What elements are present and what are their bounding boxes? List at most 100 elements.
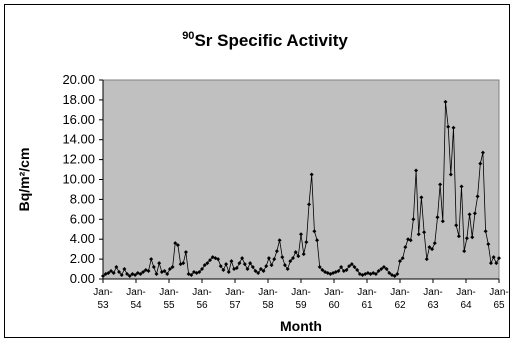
data-point — [109, 269, 114, 274]
data-point — [221, 268, 226, 273]
data-point — [376, 269, 381, 274]
x-axis-title: Month — [280, 318, 322, 334]
x-tick-label-top: Jan- — [225, 287, 244, 298]
data-point — [462, 249, 467, 254]
x-tick-label-top: Jan- — [456, 287, 475, 298]
data-point — [478, 161, 483, 166]
x-tick-label-top: Jan- — [258, 287, 277, 298]
data-point — [277, 238, 282, 243]
data-point — [486, 242, 491, 247]
data-point — [261, 269, 266, 274]
data-point — [467, 212, 472, 217]
x-tick-label-top: Jan- — [159, 287, 178, 298]
y-tick-label: 6.00 — [70, 211, 95, 226]
data-point — [266, 256, 271, 261]
data-point — [430, 247, 435, 252]
y-tick-label: 16.00 — [62, 112, 95, 127]
data-point — [320, 268, 325, 273]
data-point — [240, 256, 245, 261]
x-tick-label-bottom: 64 — [460, 300, 472, 311]
data-point — [451, 125, 456, 130]
data-point — [138, 272, 143, 277]
data-point — [411, 217, 416, 222]
y-tick-label: 12.00 — [62, 152, 95, 167]
data-point — [435, 215, 440, 220]
data-point — [344, 268, 349, 273]
data-point — [274, 249, 279, 254]
data-point — [226, 270, 231, 275]
data-point — [229, 259, 234, 264]
data-point — [309, 172, 314, 177]
series-group — [101, 99, 501, 279]
x-tick-label-bottom: 57 — [229, 300, 241, 311]
data-point — [181, 261, 186, 266]
data-point — [381, 265, 386, 270]
data-point — [419, 195, 424, 200]
data-point — [373, 272, 378, 277]
data-point — [448, 172, 453, 177]
y-tick-label: 8.00 — [70, 191, 95, 206]
x-tick-label-bottom: 63 — [427, 300, 439, 311]
y-tick-label: 14.00 — [62, 132, 95, 147]
x-tick-label-top: Jan- — [423, 287, 442, 298]
x-tick-label-top: Jan- — [126, 287, 145, 298]
data-point — [494, 261, 499, 266]
data-point — [183, 250, 188, 255]
y-tick-label: 18.00 — [62, 92, 95, 107]
title-superscript: 90 — [182, 30, 194, 42]
data-point — [317, 265, 322, 270]
data-point — [387, 271, 392, 276]
data-point — [258, 267, 263, 272]
data-point — [122, 267, 127, 272]
data-point — [480, 150, 485, 155]
data-point — [290, 256, 295, 261]
y-axis-ticks: 0.00 2.00 4.00 6.00 8.00 10.00 12.00 14.00 16.00… — [62, 72, 103, 286]
data-point — [189, 273, 194, 278]
data-point — [165, 272, 170, 277]
data-point — [315, 238, 320, 243]
data-point — [475, 194, 480, 199]
data-point — [114, 265, 119, 270]
data-point — [117, 270, 122, 275]
data-point — [170, 265, 175, 270]
data-point — [157, 261, 162, 266]
data-point — [456, 234, 461, 239]
x-tick-label-bottom: 59 — [295, 300, 307, 311]
data-point — [432, 241, 437, 246]
y-tick-label: 4.00 — [70, 231, 95, 246]
data-point — [106, 271, 111, 276]
data-point — [167, 267, 172, 272]
data-point — [285, 267, 290, 272]
data-point — [416, 232, 421, 237]
data-point — [304, 240, 309, 245]
data-point — [250, 265, 255, 270]
data-point — [256, 271, 261, 276]
data-point — [127, 274, 132, 279]
data-point — [339, 265, 344, 270]
data-point — [234, 266, 239, 271]
data-point — [488, 261, 493, 266]
data-point — [483, 229, 488, 234]
data-point — [403, 245, 408, 250]
chart-frame: 90Sr Specific Activity 0.00 2.00 4.00 6.00 8… — [4, 4, 510, 338]
data-point — [438, 182, 443, 187]
y-tick-label: 2.00 — [70, 251, 95, 266]
data-point — [248, 261, 253, 266]
data-point — [392, 274, 397, 279]
x-tick-label-bottom: 60 — [328, 300, 340, 311]
data-point — [205, 261, 210, 266]
data-point — [384, 267, 389, 272]
x-tick-label-top: Jan- — [93, 287, 112, 298]
title-main: Sr Specific Activity — [194, 31, 348, 50]
data-point — [398, 259, 402, 264]
y-tick-label: 20.00 — [62, 72, 95, 87]
data-point — [470, 235, 475, 240]
data-point — [312, 229, 317, 234]
data-point — [202, 263, 207, 268]
data-point — [497, 256, 501, 261]
data-point — [237, 261, 242, 266]
x-tick-label-top: Jan- — [390, 287, 409, 298]
data-point — [296, 254, 301, 259]
y-tick-label: 10.00 — [62, 172, 95, 187]
data-point — [459, 184, 464, 189]
